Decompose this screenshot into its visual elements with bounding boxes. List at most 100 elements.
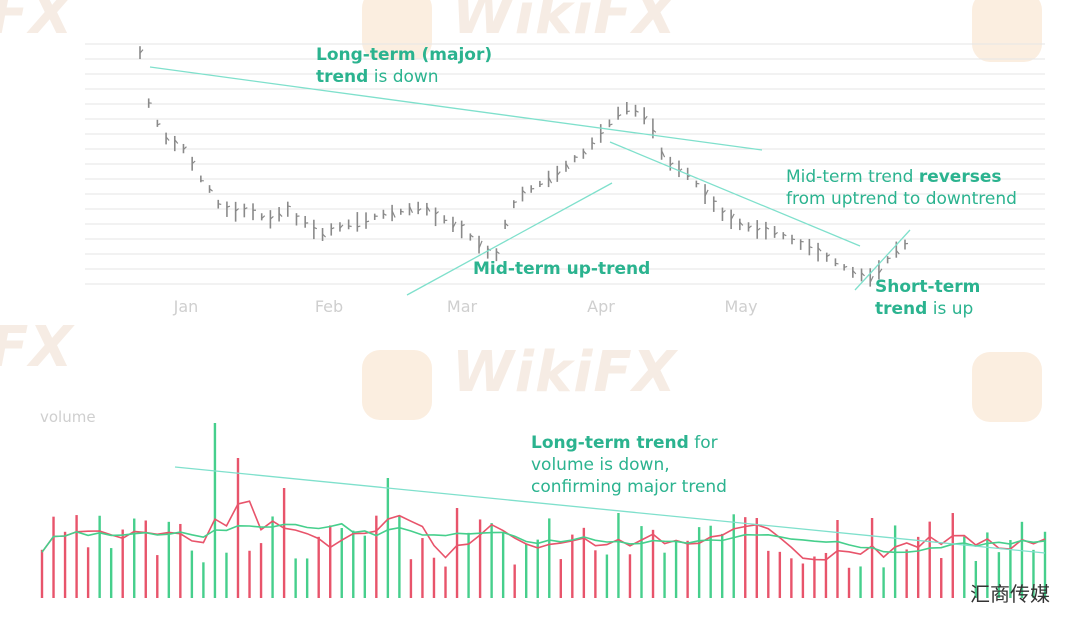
price-tick	[635, 110, 639, 113]
price-tick	[270, 215, 274, 220]
volume-bar	[409, 559, 413, 598]
x-tick-label: Feb	[315, 297, 343, 316]
volume-bar	[1043, 531, 1047, 598]
volume-bar	[329, 525, 332, 598]
volume-bar	[686, 540, 689, 598]
price-tick	[861, 272, 865, 277]
volume-bar	[190, 550, 194, 598]
price-tick	[565, 163, 570, 170]
volume-bar	[478, 519, 482, 598]
price-tick	[408, 205, 414, 214]
price-tick	[209, 188, 213, 192]
price-tick	[548, 177, 553, 184]
price-tick	[869, 275, 874, 283]
price-tick	[652, 129, 657, 133]
volume-bar	[133, 518, 136, 598]
price-tick	[452, 221, 457, 229]
volume-ma-slow	[41, 522, 1046, 554]
x-tick-label: Mar	[447, 297, 478, 316]
volume-bar	[605, 554, 609, 598]
trendline	[406, 182, 613, 296]
volume-bar	[536, 539, 539, 598]
volume-bar	[790, 558, 793, 598]
price-tick	[235, 208, 240, 212]
volume-bar	[1020, 521, 1024, 598]
x-tick-label: May	[724, 297, 757, 316]
volume-bar	[444, 566, 447, 598]
volume-bar	[571, 534, 574, 598]
volume-bar	[40, 549, 44, 598]
price-tick	[591, 142, 596, 145]
price-tick	[391, 210, 396, 218]
price-tick	[365, 220, 370, 223]
trendline	[854, 229, 911, 291]
volume-bar	[986, 532, 989, 598]
annotation-long-term: Long-term (major) trend is down	[316, 45, 493, 87]
price-tick	[278, 213, 283, 217]
price-tick	[139, 49, 144, 54]
volume-bar	[548, 518, 551, 598]
price-tick	[539, 183, 544, 186]
volume-bar	[294, 558, 297, 598]
price-tick	[357, 225, 361, 228]
volume-bar	[340, 528, 343, 598]
volume-bar	[352, 530, 355, 598]
price-tick	[461, 223, 465, 227]
price-tick	[817, 247, 822, 252]
price-tick	[574, 156, 578, 158]
volume-bar	[1032, 549, 1035, 598]
volume-bar	[674, 540, 678, 598]
x-tick-label: Jan	[173, 297, 199, 316]
price-tick	[348, 225, 352, 228]
volume-bar	[617, 513, 620, 598]
volume-bar	[259, 543, 263, 598]
volume-bar	[52, 516, 55, 598]
volume-bar	[651, 529, 655, 598]
volume-bar	[628, 554, 632, 598]
price-tick	[513, 201, 517, 204]
price-tick	[669, 162, 674, 166]
volume-bar	[121, 529, 124, 598]
volume-bar	[109, 548, 113, 598]
price-tick	[287, 205, 291, 208]
price-tick	[783, 233, 787, 237]
volume-bar	[179, 523, 182, 598]
price-tick	[748, 225, 752, 229]
volume-bar	[720, 533, 724, 598]
volume-bar	[386, 478, 390, 598]
volume-bar	[870, 518, 874, 598]
volume-bar	[86, 547, 90, 598]
price-tick	[496, 250, 500, 255]
volume-bar	[144, 520, 147, 598]
volume-bar	[697, 527, 701, 598]
watermark-text: WikiFX	[452, 0, 677, 47]
volume-bar	[663, 552, 666, 598]
price-tick	[218, 203, 222, 206]
price-tick	[556, 171, 561, 176]
watermark-text: FX	[0, 315, 74, 380]
price-tick	[435, 211, 439, 215]
price-tick	[339, 224, 344, 229]
price-tick	[417, 208, 422, 212]
volume-bar	[963, 536, 966, 598]
volume-bar	[421, 538, 424, 598]
price-tick	[600, 132, 604, 135]
watermark-text: FX	[0, 0, 74, 47]
volume-bar	[248, 550, 251, 598]
price-tick	[331, 227, 335, 230]
price-tick	[826, 254, 831, 258]
volume-bar	[202, 562, 205, 598]
price-tick	[809, 246, 813, 249]
volume-bar	[893, 525, 897, 598]
volume-bar	[882, 567, 885, 598]
volume-bar	[317, 536, 320, 598]
volume-bar	[75, 515, 78, 598]
price-tick	[730, 213, 735, 220]
price-tick	[774, 231, 778, 236]
price-tick	[739, 221, 744, 226]
volume-bar	[525, 543, 528, 598]
volume-bar	[940, 558, 943, 598]
annotation-mid-uptrend: Mid-term up-trend	[473, 259, 651, 279]
price-tick	[582, 150, 587, 155]
